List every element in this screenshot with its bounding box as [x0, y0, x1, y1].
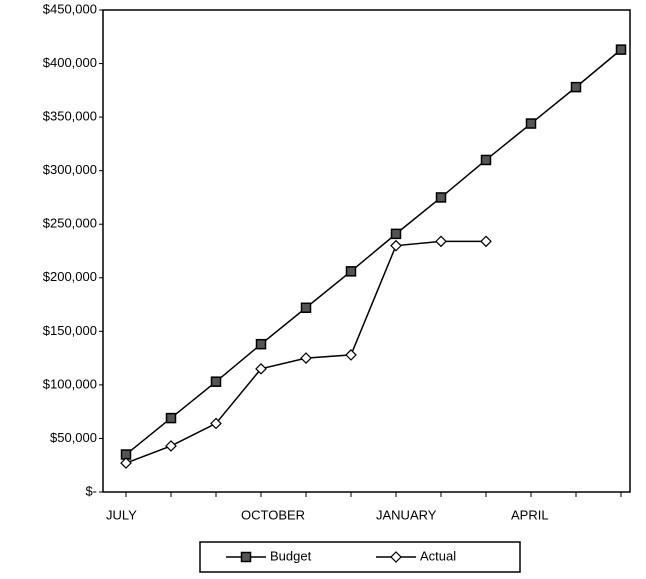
y-tick-label: $300,000	[43, 162, 97, 177]
marker-diamond	[165, 440, 177, 452]
x-tick-label: APRIL	[511, 507, 549, 522]
y-tick-label: $200,000	[43, 269, 97, 284]
series-line	[125, 49, 622, 456]
y-tick-label: $250,000	[43, 216, 97, 231]
marker-square	[345, 266, 357, 277]
marker-diamond	[255, 362, 267, 375]
plot-frame	[102, 9, 631, 493]
legend-marker	[390, 551, 402, 563]
y-tick-label: $-	[85, 483, 97, 498]
series-line	[125, 240, 486, 464]
marker-square	[525, 118, 537, 129]
marker-diamond	[390, 239, 402, 252]
marker-diamond	[300, 352, 312, 364]
marker-square	[165, 412, 177, 424]
y-tick-label: $350,000	[43, 109, 97, 124]
marker-square	[570, 81, 582, 93]
marker-square	[480, 154, 492, 166]
marker-diamond	[435, 235, 447, 248]
marker-diamond	[210, 417, 222, 430]
x-tick-label: JULY	[106, 507, 137, 522]
marker-square	[615, 44, 627, 55]
legend-label: Budget	[270, 548, 312, 563]
marker-square	[210, 376, 222, 387]
marker-diamond	[120, 457, 132, 469]
marker-diamond	[345, 349, 357, 361]
marker-square	[390, 228, 402, 240]
x-tick-label: OCTOBER	[241, 507, 305, 522]
y-tick-label: $150,000	[43, 323, 97, 338]
y-tick-label: $100,000	[43, 376, 97, 391]
legend-marker	[240, 551, 252, 563]
y-tick-label: $450,000	[43, 1, 97, 16]
x-tick-label: JANUARY	[376, 507, 437, 522]
y-tick-label: $400,000	[43, 55, 97, 70]
y-tick-label: $50,000	[50, 430, 97, 445]
marker-square	[435, 192, 447, 203]
marker-square	[255, 338, 267, 350]
legend-label: Actual	[420, 548, 456, 563]
marker-square	[300, 302, 312, 314]
marker-diamond	[480, 235, 492, 248]
